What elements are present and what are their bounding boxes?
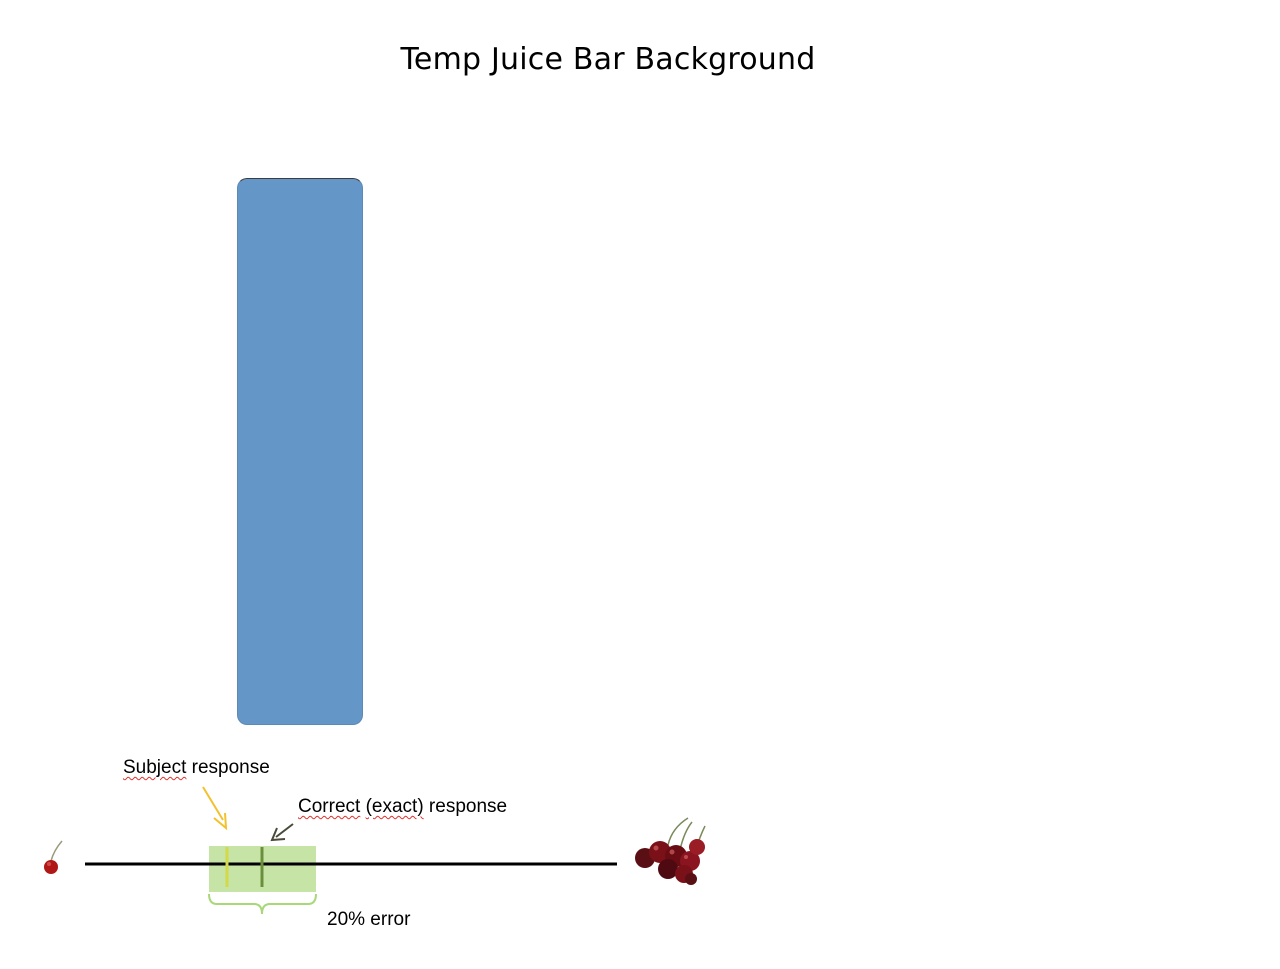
page-title: Temp Juice Bar Background bbox=[400, 42, 816, 77]
correct-response-label: Correct (exact) response bbox=[298, 796, 507, 818]
error-bracket bbox=[208, 893, 317, 915]
juice-bar bbox=[237, 178, 363, 725]
correct-response-word-response: response bbox=[423, 796, 508, 817]
subject-response-word-response: response bbox=[186, 757, 270, 778]
subject-response-arrow bbox=[202, 786, 228, 831]
correct-response-word-correct: Correct bbox=[298, 796, 361, 817]
correct-response-word-exact: (exact) bbox=[365, 796, 424, 817]
cherry-bunch-icon bbox=[635, 817, 706, 885]
single-cherry-icon bbox=[44, 840, 63, 874]
subject-response-label: Subject response bbox=[123, 757, 270, 779]
correct-response-arrow bbox=[270, 823, 294, 842]
error-band-label: 20% error bbox=[327, 909, 411, 930]
subject-response-word-subject: Subject bbox=[123, 757, 187, 778]
